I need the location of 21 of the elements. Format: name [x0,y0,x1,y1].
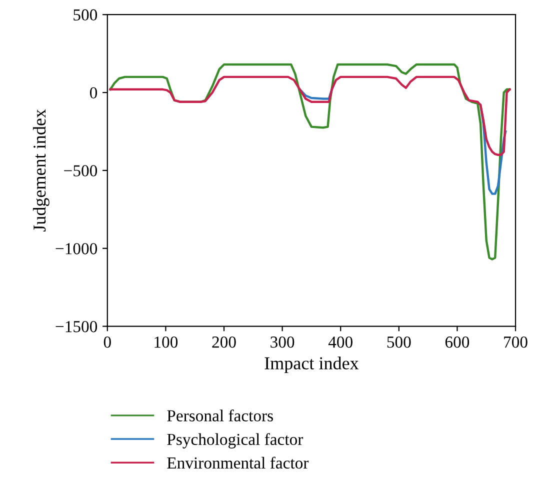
y-tick-label: 500 [74,9,98,21]
y-axis-title: Judgement index [32,109,50,232]
x-tick-label: 100 [154,336,178,348]
line-series [298,88,333,100]
x-tick-label: 0 [104,336,111,348]
y-tick-label: −1500 [56,320,98,332]
x-tick-label: 400 [328,336,352,348]
line-series [109,76,511,156]
x-tick-label: 500 [387,336,411,348]
line-series [109,63,511,260]
x-tick-label: 700 [504,336,528,348]
y-tick-label: 0 [90,87,98,98]
x-tick-label: 600 [445,336,470,348]
x-axis-title: Impact index [264,356,359,374]
x-tick-label: 300 [270,336,294,348]
y-tick-label: −1000 [56,243,98,254]
x-tick-label: 200 [212,336,236,348]
y-tick-label: −500 [64,165,98,176]
legend-label: Environmental factor [167,456,309,469]
legend-label: Psychological factor [167,433,304,448]
legend-label: Personal factors [167,410,273,422]
